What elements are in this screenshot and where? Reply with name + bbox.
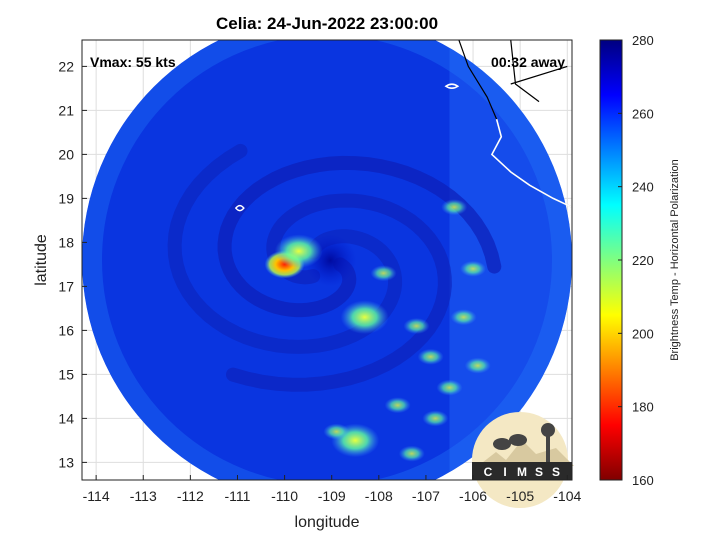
- y-tick-label: 13: [58, 454, 74, 470]
- logo-tower-top: [541, 423, 555, 437]
- convective-cell: [422, 410, 449, 427]
- x-tick-label: -107: [412, 488, 440, 504]
- x-tick-label: -106: [459, 488, 487, 504]
- convective-cell: [370, 265, 397, 282]
- y-tick-label: 18: [58, 234, 74, 250]
- coastline-on-swath: [490, 118, 572, 208]
- time-away-label: 00:32 away: [491, 54, 565, 70]
- spiral-arm: [217, 155, 502, 318]
- logo-letter: M: [517, 465, 527, 479]
- warm-feature-inner-band: [274, 234, 323, 268]
- logo-letter: S: [535, 465, 543, 479]
- colorbar-tick-label: 240: [632, 180, 654, 195]
- logo-tower: [546, 436, 550, 462]
- y-tick-label: 14: [58, 410, 74, 426]
- vmax-label: Vmax: 55 kts: [90, 54, 176, 70]
- y-tick-label: 17: [58, 278, 74, 294]
- logo-dish: [493, 438, 511, 450]
- colorbar-tick-label: 220: [632, 253, 654, 268]
- island-tres-marias: [444, 83, 460, 89]
- island-socorro: [234, 204, 245, 212]
- plot-frame: [81, 39, 573, 481]
- colorbar-tick-label: 200: [632, 326, 654, 341]
- x-tick-label: -109: [318, 488, 346, 504]
- x-tick-label: -108: [365, 488, 393, 504]
- x-tick-label: -111: [225, 488, 251, 504]
- convective-cell: [450, 309, 477, 326]
- x-tick-label: -114: [83, 488, 110, 504]
- colorbar-tick-label: 160: [632, 473, 654, 488]
- x-tick-label: -112: [177, 488, 204, 504]
- chart-title: Celia: 24-Jun-2022 23:00:00: [215, 14, 439, 33]
- convective-cell: [384, 397, 411, 414]
- logo-dish: [509, 434, 527, 446]
- convective-cell: [436, 379, 463, 396]
- logo-letter: S: [552, 465, 560, 479]
- convective-cell: [441, 199, 468, 216]
- colorbar-ticks: 160 180 200 220 240 260 280: [618, 33, 654, 488]
- convective-cell: [417, 348, 444, 365]
- y-tick-label: 19: [58, 190, 74, 206]
- y-tick-label: 16: [58, 322, 74, 338]
- warm-feature-outer-band: [340, 300, 389, 335]
- y-tick-label: 22: [58, 58, 74, 74]
- logo-bar: [472, 462, 572, 480]
- colorbar-tick-label: 280: [632, 33, 654, 48]
- x-tick-label: -105: [506, 488, 534, 504]
- y-ticks: 13 14 15 16 17 18 19 20 21 22: [58, 58, 87, 470]
- colorbar-tick-label: 260: [632, 106, 654, 121]
- logo-letter: I: [503, 465, 506, 479]
- colorbar-label: Brightness Temp - Horizontal Polarizatio…: [669, 159, 681, 361]
- x-axis-label: longitude: [295, 514, 360, 531]
- x-ticks: -114 -113 -112 -111 -110 -109 -108 -107 -106 -105…: [83, 475, 582, 504]
- convective-cell: [464, 357, 491, 374]
- convective-cell: [403, 318, 430, 334]
- convective-cell: [460, 260, 487, 277]
- colorbar-tick-label: 180: [632, 400, 654, 415]
- y-tick-label: 20: [58, 146, 74, 162]
- logo-letter: C: [484, 465, 493, 479]
- convective-cell: [398, 445, 425, 462]
- x-tick-label: -113: [130, 488, 157, 504]
- convective-cell: [323, 423, 350, 440]
- x-tick-label: -110: [271, 488, 298, 504]
- y-tick-label: 21: [58, 102, 74, 118]
- x-tick-label: -104: [553, 488, 581, 504]
- y-axis-label: latitude: [33, 234, 50, 286]
- y-tick-label: 15: [58, 366, 74, 382]
